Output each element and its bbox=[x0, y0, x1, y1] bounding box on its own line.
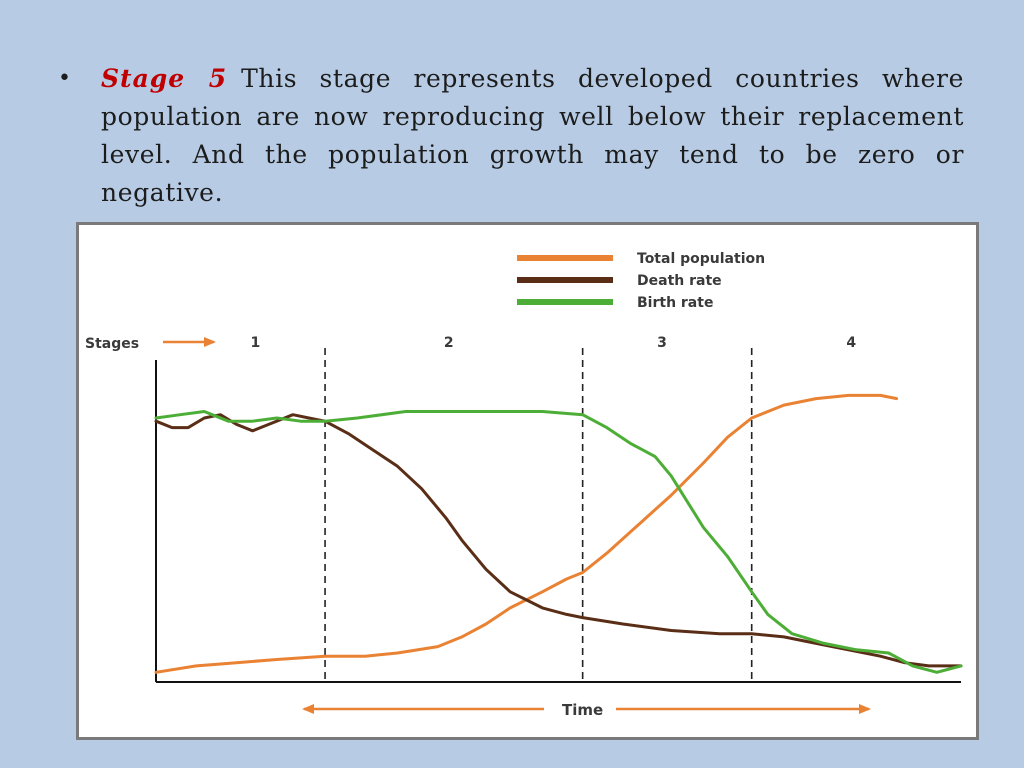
series-line-3 bbox=[154, 410, 963, 674]
stage-label: Stage 5 bbox=[101, 64, 228, 93]
series-line-1 bbox=[154, 393, 899, 674]
chart-canvas: 1 2 3 4 Stages Total population Death rate Birt… bbox=[85, 251, 963, 719]
legend-label-1: Total population bbox=[637, 251, 765, 267]
stage-label-3: 3 bbox=[657, 335, 667, 351]
demographic-transition-chart: 1 2 3 4 Stages Total population Death rate Birt… bbox=[76, 222, 979, 740]
series-line-2 bbox=[154, 413, 963, 668]
stages-title: Stages bbox=[85, 336, 139, 352]
x-axis-title: Time bbox=[562, 701, 603, 719]
bullet-point: • Stage 5 This stage represents developed… bbox=[58, 60, 964, 212]
stage-description: This stage represents developed countrie… bbox=[101, 64, 964, 207]
stage-label-4: 4 bbox=[846, 335, 856, 351]
stage-label-2: 2 bbox=[444, 335, 454, 351]
legend-label-2: Death rate bbox=[637, 273, 722, 289]
bullet-text: Stage 5 This stage represents developed c… bbox=[101, 60, 964, 212]
bullet-marker: • bbox=[58, 66, 71, 91]
stage-label-1: 1 bbox=[251, 335, 261, 351]
legend-label-3: Birth rate bbox=[637, 295, 713, 311]
